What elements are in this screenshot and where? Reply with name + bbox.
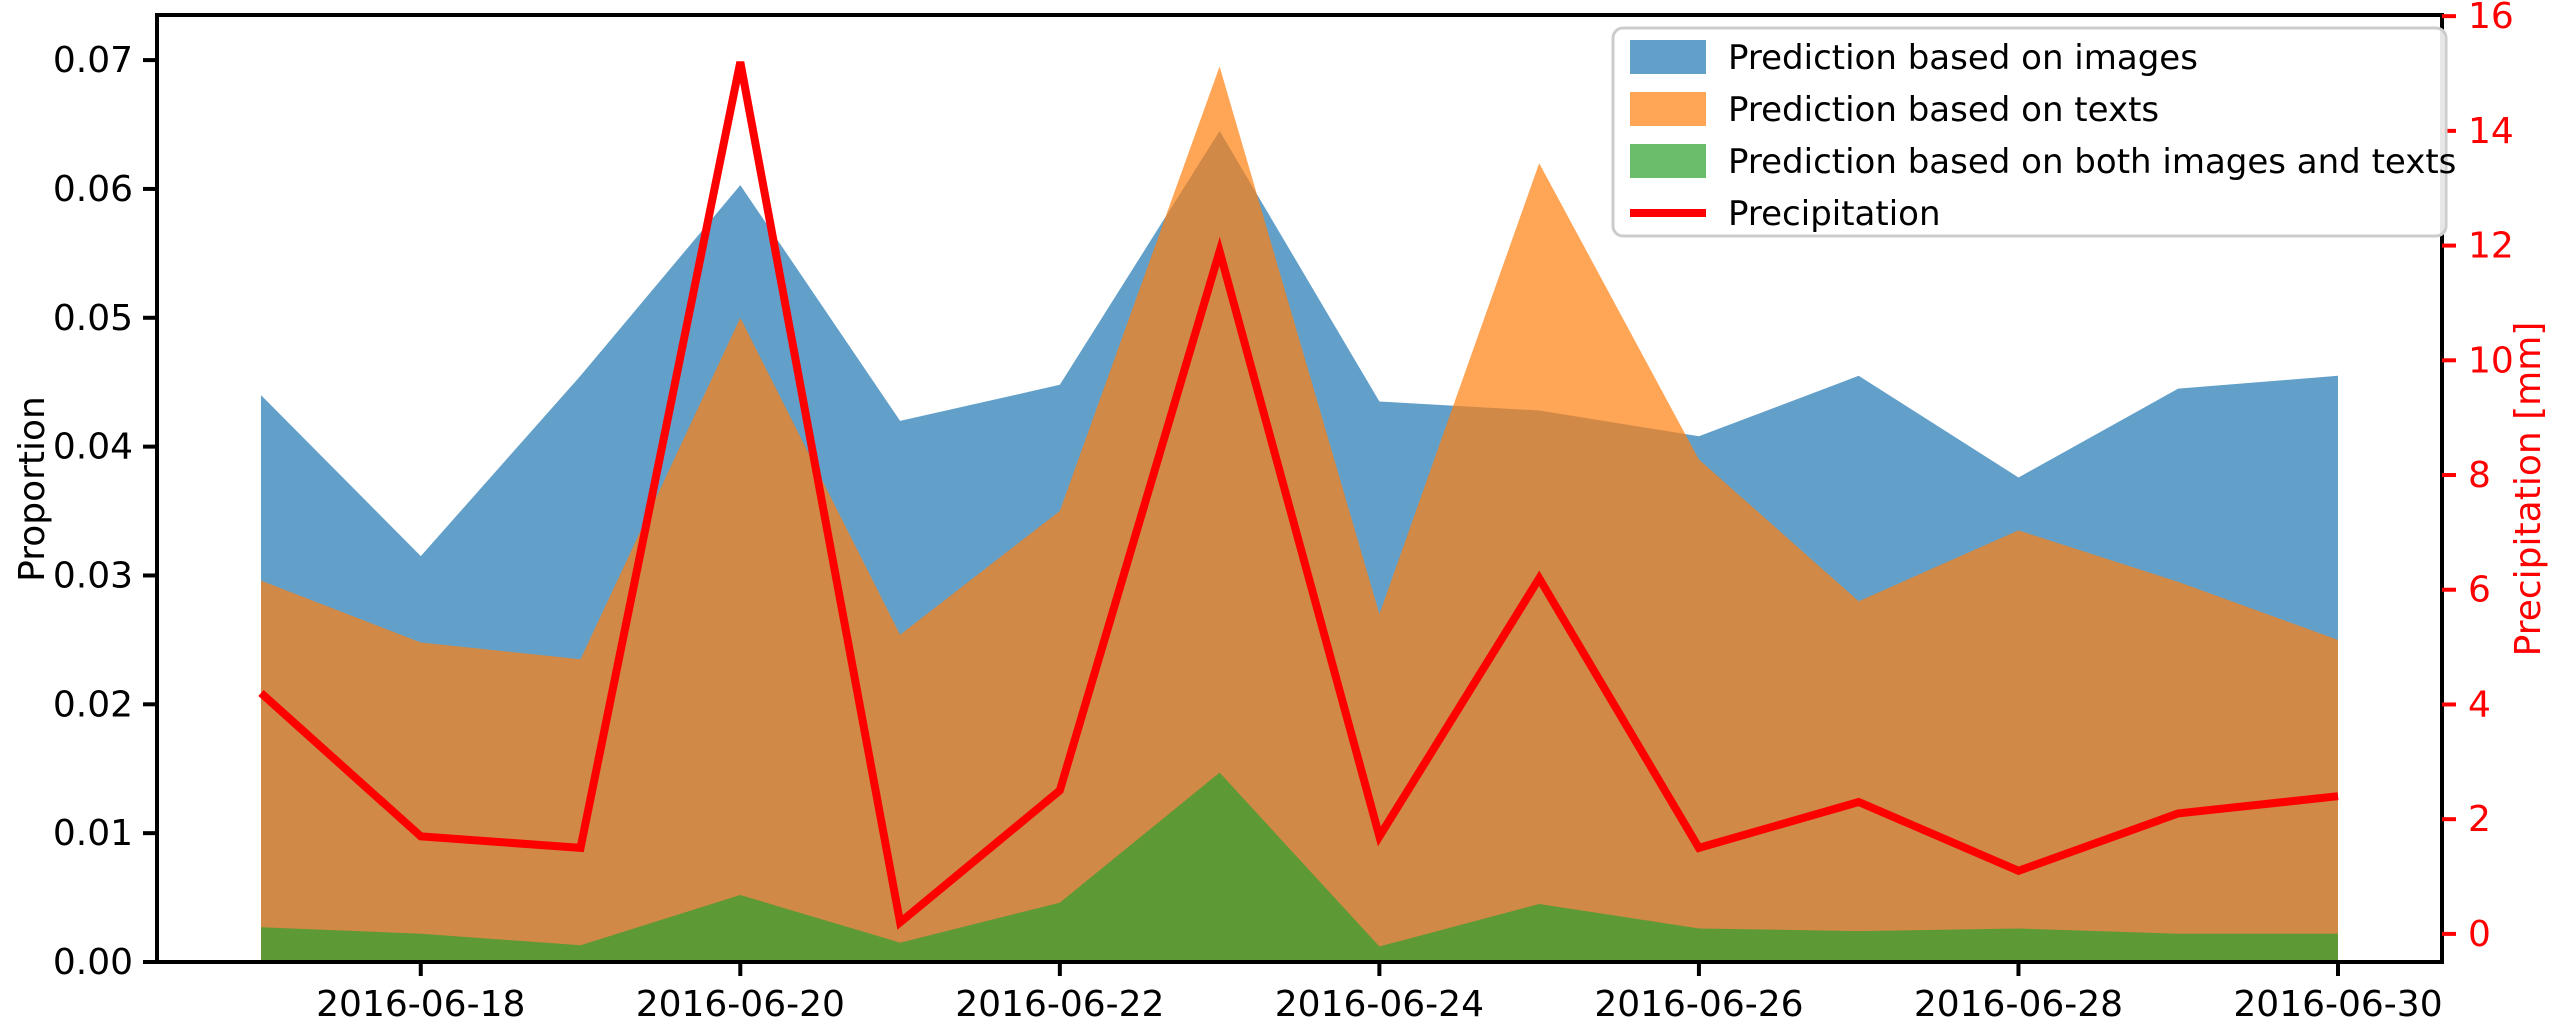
left-tick-label: 0.00 (53, 942, 133, 983)
legend-swatch-images (1630, 40, 1706, 74)
left-tick-label: 0.02 (53, 684, 133, 725)
left-tick-label: 0.04 (53, 427, 133, 468)
legend-swatch-both (1630, 144, 1706, 178)
legend-label-images: Prediction based on images (1728, 38, 2198, 78)
x-tick-label: 2016-06-28 (1914, 984, 2123, 1025)
legend-box (1611, 26, 2448, 238)
x-tick-label: 2016-06-26 (1594, 984, 1803, 1025)
area-series-2 (261, 772, 2338, 962)
area-series-1 (261, 66, 2338, 962)
left-tick-label: 0.01 (53, 813, 133, 854)
left-tick-label: 0.07 (53, 40, 133, 81)
right-tick-label: 10 (2468, 340, 2514, 381)
left-tick-label: 0.05 (53, 298, 133, 339)
right-tick-label: 8 (2468, 455, 2491, 496)
legend-label-precipitation: Precipitation (1728, 194, 1941, 234)
right-tick-label: 6 (2468, 570, 2491, 611)
right-tick-label: 14 (2468, 111, 2514, 152)
precipitation-line (258, 61, 2339, 930)
plot-area (258, 61, 2339, 962)
right-tick-label: 12 (2468, 226, 2514, 267)
x-tick-label: 2016-06-30 (2233, 984, 2442, 1025)
legend-label-texts: Prediction based on texts (1728, 90, 2159, 130)
legend: Prediction based on images Prediction ba… (1611, 26, 2456, 238)
right-tick-label: 2 (2468, 799, 2491, 840)
x-tick-label: 2016-06-20 (636, 984, 845, 1025)
tick-layer: 0.00 0.01 0.02 0.03 0.04 0.05 0.06 0.07 0 2 4 6 8 10 1… (53, 0, 2514, 1025)
right-tick-label: 16 (2468, 0, 2514, 37)
left-tick-label: 0.06 (53, 169, 133, 210)
axes-frame (155, 13, 2444, 964)
x-tick-label: 2016-06-24 (1275, 984, 1484, 1025)
legend-swatch-texts (1630, 92, 1706, 126)
right-tick-label: 4 (2468, 684, 2491, 725)
legend-label-both: Prediction based on both images and text… (1728, 142, 2456, 182)
x-tick-label: 2016-06-18 (316, 984, 525, 1025)
right-axis-title: Precipitation [mm] (2508, 322, 2549, 657)
right-tick-label: 0 (2468, 914, 2491, 955)
left-tick-label: 0.03 (53, 555, 133, 596)
left-axis-title: Proportion (12, 396, 53, 582)
x-tick-label: 2016-06-22 (955, 984, 1164, 1025)
